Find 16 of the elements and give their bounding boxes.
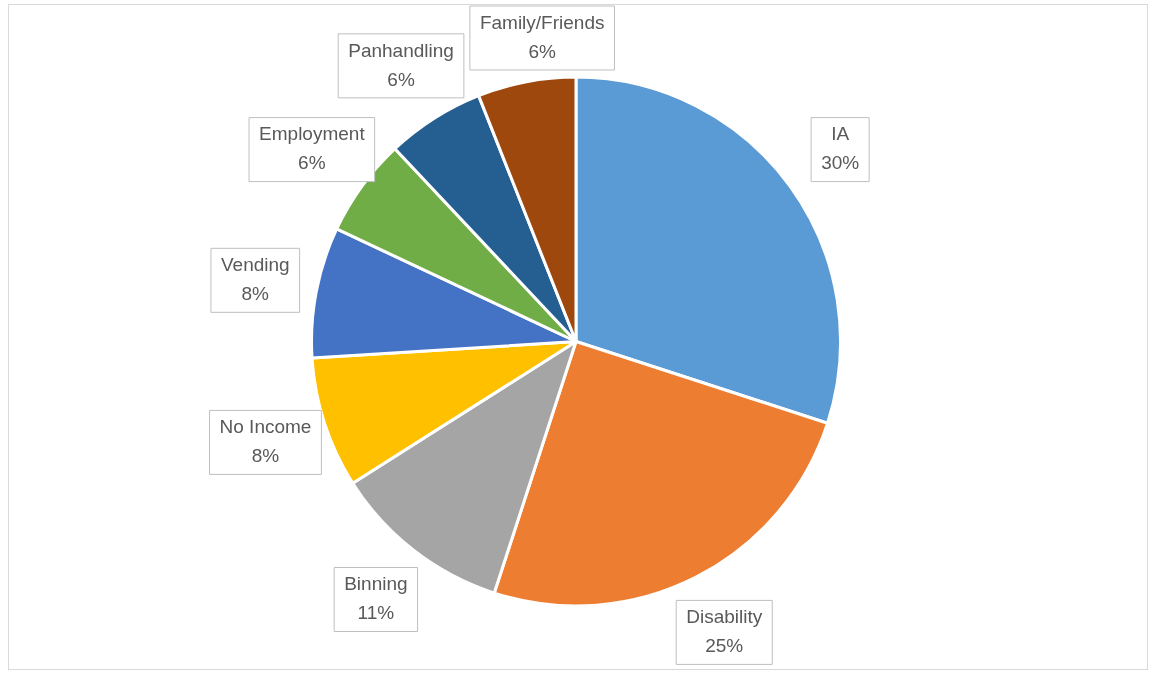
data-label: 6% [387,68,415,90]
slice-label: IA [831,123,850,145]
slice-label: Binning [344,573,408,595]
data-label: 8% [241,283,270,305]
data-label: 25% [705,635,744,657]
data-label: 6% [298,152,326,174]
slice-label: Disability [686,606,763,628]
slice-label: Panhandling [348,39,454,61]
data-label: 11% [357,602,395,624]
data-label: 8% [251,445,280,467]
slice-label: Family/Friends [479,11,605,33]
slice-label: No Income [219,416,312,438]
data-label: 6% [528,40,556,62]
slice-label: Employment [259,123,366,145]
data-label: 30% [821,152,860,174]
slice-label: Vending [220,254,290,276]
